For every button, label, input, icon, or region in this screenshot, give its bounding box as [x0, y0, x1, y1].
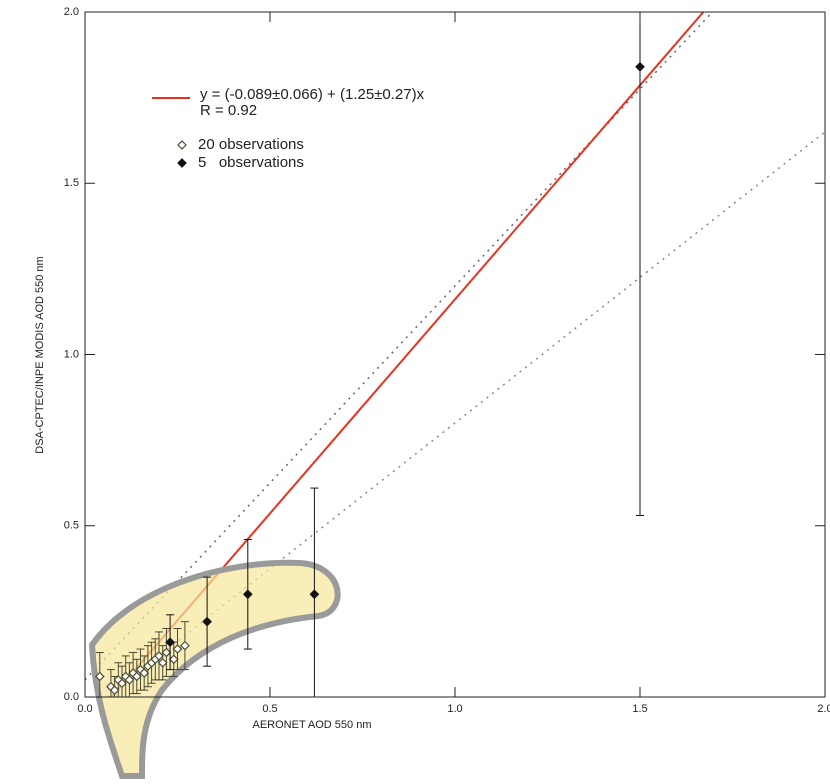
fit-r: R = 0.92: [200, 102, 257, 119]
y-tick-label: 0.5: [64, 520, 79, 532]
y-tick-label: 1.5: [64, 177, 79, 189]
y-tick-label: 0.0: [64, 691, 79, 703]
y-tick-label: 2.0: [64, 6, 79, 18]
y-tick-label: 1.0: [64, 348, 79, 360]
x-tick-label: 0.5: [262, 703, 277, 715]
y-axis-label: DSA-CPTEC/INPE MODIS AOD 550 nm: [34, 256, 46, 453]
legend-label: 20 observations: [198, 136, 304, 153]
x-tick-label: 0.0: [77, 703, 92, 715]
x-tick-label: 2.0: [817, 703, 830, 715]
x-tick-label: 1.5: [632, 703, 647, 715]
legend-label: 5 observations: [198, 154, 304, 171]
x-tick-label: 1.0: [447, 703, 462, 715]
chart: AERONET AOD 550 nm DSA-CPTEC/INPE MODIS …: [0, 0, 830, 784]
x-axis-label: AERONET AOD 550 nm: [252, 719, 371, 731]
fit-equation: y = (-0.089±0.066) + (1.25±0.27)x: [200, 86, 425, 103]
